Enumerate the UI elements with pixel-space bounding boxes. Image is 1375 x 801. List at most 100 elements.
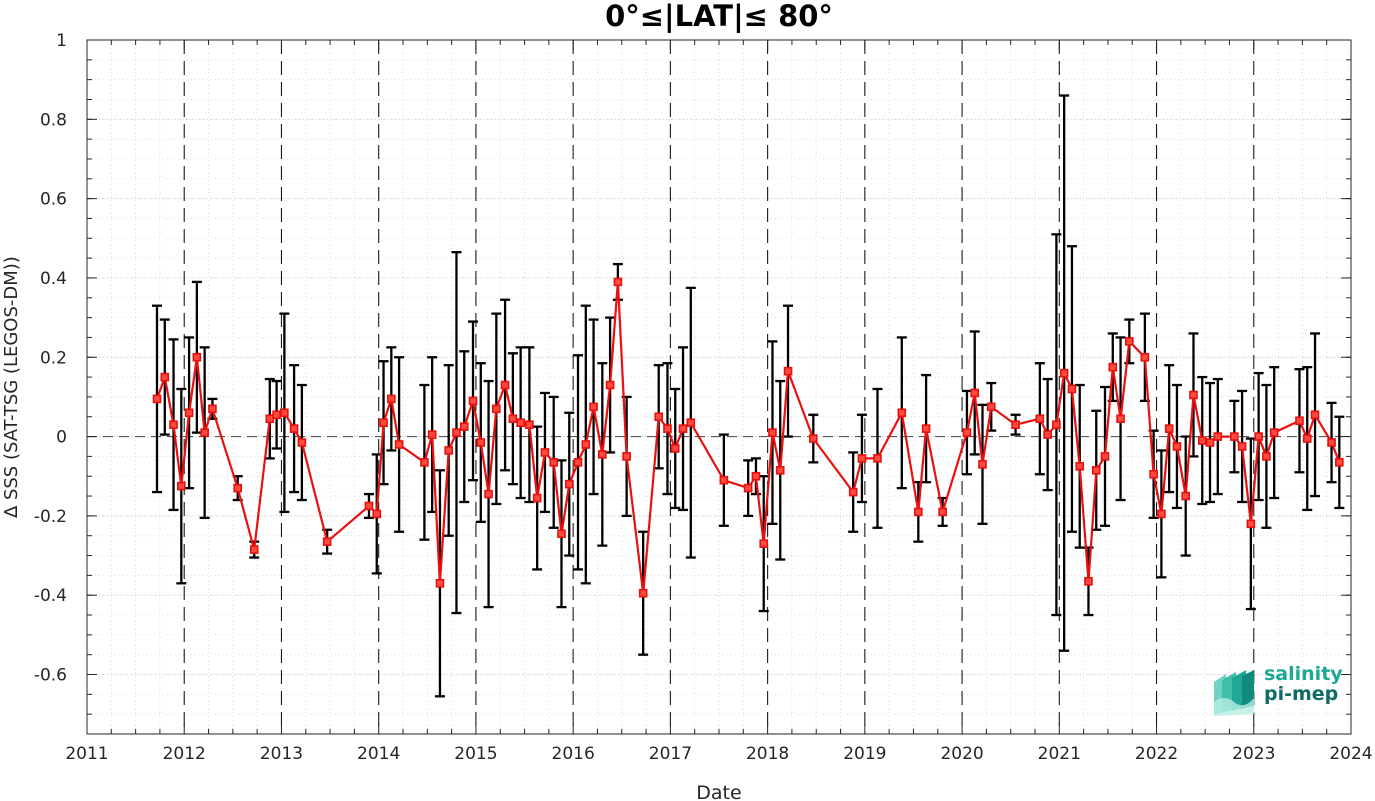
data-point-marker — [1262, 452, 1271, 461]
x-tick-label: 2014 — [357, 744, 400, 764]
x-tick-label: 2017 — [649, 744, 692, 764]
data-point-marker — [986, 402, 996, 412]
data-point-marker — [663, 424, 672, 433]
data-point-marker — [1149, 469, 1158, 479]
data-point-marker — [1067, 384, 1077, 394]
y-tick-label: -0.6 — [34, 666, 67, 686]
data-point-marker — [420, 458, 429, 467]
data-point-marker — [500, 380, 510, 390]
data-point-marker — [1213, 432, 1223, 441]
data-point-marker — [1116, 414, 1125, 424]
chart-title: 0°≤|LAT|≤ 80° — [605, 0, 833, 33]
data-point-marker — [962, 428, 972, 437]
data-point-marker — [564, 479, 574, 489]
x-axis-label: Date — [696, 782, 741, 801]
data-point-marker — [476, 438, 486, 447]
data-point-marker — [1246, 519, 1256, 529]
data-point-marker — [809, 434, 818, 443]
data-point-marker — [613, 277, 623, 287]
x-tick-label: 2019 — [843, 744, 886, 764]
data-point-marker — [857, 454, 867, 463]
data-point-marker — [249, 545, 259, 554]
data-point-marker — [1197, 436, 1207, 445]
data-point-marker — [200, 428, 209, 437]
data-point-marker — [1035, 414, 1045, 424]
data-point-marker — [322, 537, 332, 546]
data-point-marker — [192, 352, 202, 362]
data-point-marker — [1108, 362, 1118, 372]
data-point-marker — [1181, 491, 1191, 501]
data-point-marker — [444, 446, 453, 455]
y-tick-label: 0.8 — [40, 110, 67, 130]
x-tick-label: 2015 — [454, 744, 497, 764]
x-tick-label: 2012 — [163, 744, 206, 764]
x-tick-label: 2013 — [260, 744, 303, 764]
data-point-marker — [848, 487, 858, 497]
data-point-marker — [468, 396, 478, 406]
data-point-marker — [1302, 434, 1312, 443]
data-point-marker — [452, 428, 461, 437]
data-point-marker — [719, 475, 729, 485]
data-point-marker — [589, 402, 598, 412]
data-point-marker — [184, 408, 194, 418]
x-tick-label: 2011 — [65, 744, 108, 764]
data-point-marker — [1254, 432, 1263, 441]
data-point-marker — [492, 404, 501, 414]
x-tick-label: 2018 — [746, 744, 789, 764]
y-tick-label: 0 — [56, 428, 67, 448]
data-point-marker — [897, 408, 907, 418]
data-point-marker — [289, 424, 299, 433]
data-point-marker — [532, 493, 542, 503]
data-point-marker — [638, 588, 648, 598]
data-point-marker — [459, 422, 469, 431]
data-point-marker — [557, 529, 566, 539]
data-point-marker — [1084, 577, 1093, 586]
wave-logo-icon — [1214, 670, 1254, 716]
series-line — [155, 281, 1341, 594]
data-point-marker — [743, 483, 753, 493]
data-point-marker — [549, 458, 559, 467]
data-point-marker — [169, 420, 178, 429]
data-point-marker — [525, 420, 534, 429]
data-point-marker — [1043, 430, 1052, 439]
plot-frame — [86, 39, 1352, 735]
data-point-marker — [435, 579, 445, 588]
data-point-marker — [768, 428, 777, 437]
data-point-marker — [1059, 368, 1069, 378]
x-tick-label: 2023 — [1232, 744, 1275, 764]
data-point-marker — [1335, 458, 1344, 467]
data-point-marker — [1011, 420, 1020, 429]
data-point-marker — [938, 507, 947, 517]
data-point-marker — [484, 489, 493, 499]
plot-background — [87, 40, 1351, 734]
data-point-marker — [1269, 428, 1279, 437]
data-point-marker — [364, 501, 374, 511]
data-point-marker — [265, 414, 275, 424]
data-point-marker — [1157, 509, 1166, 519]
error-bars — [152, 94, 1345, 698]
y-tick-label: 0.6 — [40, 190, 67, 210]
y-tick-label: -0.4 — [34, 586, 67, 606]
data-point-marker — [1237, 442, 1247, 451]
data-point-marker — [970, 388, 980, 398]
data-point-marker — [1091, 465, 1101, 475]
data-point-marker — [605, 380, 615, 390]
y-tick-labels: -0.6 -0.4 -0.2 0 0.2 0.4 0.6 0.8 1 — [34, 31, 67, 686]
data-point-marker — [1295, 416, 1304, 426]
data-point-marker — [387, 394, 396, 404]
data-point-marker — [1100, 452, 1110, 461]
data-point-marker — [921, 424, 931, 433]
data-point-marker — [686, 418, 696, 427]
data-point-marker — [177, 481, 186, 491]
logo-text-pi-mep: pi-mep — [1264, 683, 1339, 705]
salinity-pi-mep-logo: salinity pi-mep — [1212, 664, 1343, 720]
data-point-marker — [372, 509, 382, 519]
data-point-marker — [272, 410, 281, 420]
data-point-marker — [1075, 462, 1085, 471]
data-point-marker — [873, 454, 882, 463]
data-point-marker — [1189, 390, 1198, 400]
y-tick-label: 0.2 — [40, 348, 67, 368]
axis-ticks — [86, 39, 1352, 735]
y-axis-label: ∆ SSS (SAT-TSG (LEGOS-DM)) — [1, 256, 22, 519]
